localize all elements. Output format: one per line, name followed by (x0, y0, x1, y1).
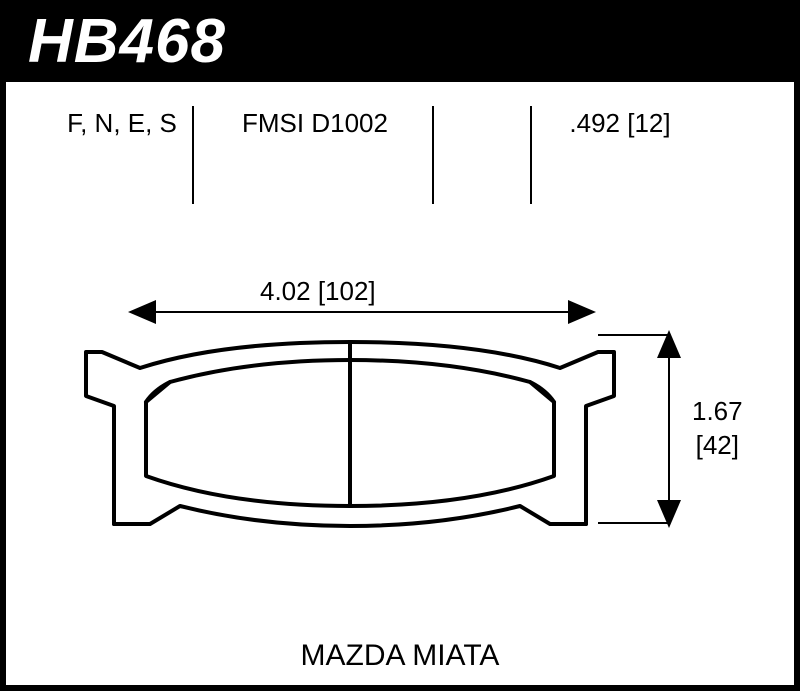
header-bar: HB468 (0, 0, 800, 82)
arrow-right-icon (568, 300, 596, 324)
part-number: HB468 (28, 6, 226, 77)
dimension-height-line (668, 334, 670, 524)
vehicle-label: MAZDA MIATA (0, 639, 800, 673)
spec-sheet: HB468 F, N, E, S FMSI D1002 .492 [12] 4.… (0, 0, 800, 691)
brake-pad-drawing (70, 330, 630, 550)
dimension-height-value: 1.67 (692, 396, 743, 426)
spec-divider (530, 106, 532, 204)
spec-divider (432, 106, 434, 204)
spec-thickness: .492 [12] (540, 108, 700, 139)
spec-fmsi: FMSI D1002 (215, 108, 415, 139)
dimension-height-mm: [42] (696, 430, 739, 460)
spec-row: F, N, E, S FMSI D1002 .492 [12] (0, 108, 800, 198)
spec-divider (192, 106, 194, 204)
dimension-width-label: 4.02 [102] (260, 276, 376, 307)
dimension-height-label: 1.67 [42] (692, 395, 743, 463)
dimension-width-line (132, 311, 592, 313)
spec-compounds: F, N, E, S (62, 108, 182, 139)
arrow-left-icon (128, 300, 156, 324)
